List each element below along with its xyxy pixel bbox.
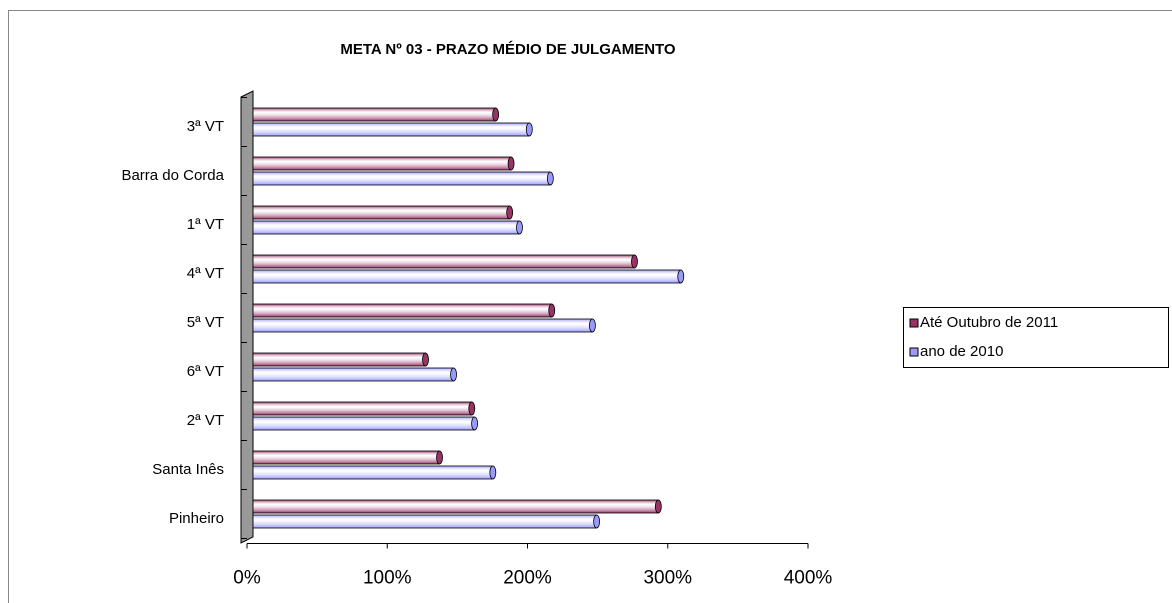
bar-body (252, 450, 440, 465)
bar-cap (546, 171, 554, 186)
y-tick-label: 4ª VT (187, 265, 224, 282)
y-tick-label: 2ª VT (187, 412, 224, 429)
x-tick-label: 0% (233, 568, 261, 589)
bar-cap (489, 465, 497, 480)
bar-cap (525, 122, 533, 137)
bar (252, 416, 478, 431)
bar-body (252, 514, 598, 529)
side-wall (240, 90, 254, 544)
bar-body (252, 107, 497, 122)
bar-cap (507, 156, 515, 171)
bar (252, 171, 554, 186)
bar-body (252, 269, 682, 284)
bar-body (252, 367, 454, 382)
chart-border (8, 10, 1172, 603)
bar (252, 156, 515, 171)
bar-cap (471, 416, 478, 431)
y-tick-label: Pinheiro (169, 510, 224, 527)
legend (903, 307, 1169, 368)
bar-body (252, 156, 512, 171)
y-tick-label: 1ª VT (187, 216, 224, 233)
bar-cap (492, 107, 500, 122)
bar-cap (677, 269, 685, 284)
bar (252, 450, 443, 465)
legend-label: ano de 2010 (920, 343, 1003, 360)
legend-swatch (909, 318, 919, 328)
bar-cap (422, 352, 429, 367)
x-tick-label: 100% (363, 568, 412, 589)
y-tick-label: Barra do Corda (121, 167, 224, 184)
bar-body (252, 303, 553, 318)
bar-cap (631, 254, 638, 269)
bar-body (252, 205, 511, 220)
bar-cap (548, 303, 556, 318)
legend-swatch (909, 347, 919, 357)
bar-body (252, 254, 635, 269)
legend-label: Até Outubro de 2011 (920, 314, 1058, 331)
bar-body (252, 220, 520, 235)
chart-title: META Nº 03 - PRAZO MÉDIO DE JULGAMENTO (340, 41, 676, 58)
bar (252, 318, 596, 333)
bar (252, 107, 500, 122)
bar (252, 254, 638, 269)
bar-cap (436, 450, 443, 465)
bar (252, 465, 497, 480)
bar (252, 303, 556, 318)
bar (252, 205, 514, 220)
y-tick-label: 5ª VT (187, 314, 224, 331)
y-tick-label: 3ª VT (187, 118, 224, 135)
x-tick-label: 300% (643, 568, 692, 589)
bar-body (252, 499, 659, 514)
bar-cap (468, 401, 476, 416)
bar-cap (654, 499, 662, 514)
bar-body (252, 416, 475, 431)
bar-cap (506, 205, 514, 220)
bar (252, 514, 601, 529)
y-tick-label: 6ª VT (187, 363, 224, 380)
bar-body (252, 318, 593, 333)
bar (252, 352, 429, 367)
bar-body (252, 122, 530, 137)
y-tick-label: Santa Inês (152, 461, 224, 478)
bar (252, 269, 685, 284)
x-tick-label: 400% (784, 568, 833, 589)
bar-cap (593, 514, 601, 529)
bar-body (252, 171, 551, 186)
bar-cap (589, 318, 596, 333)
bar (252, 122, 533, 137)
x-tick-label: 200% (503, 568, 552, 589)
bar-body (252, 352, 426, 367)
bar (252, 499, 662, 514)
bar-cap (450, 367, 457, 382)
bar-body (252, 401, 473, 416)
bar-body (252, 465, 494, 480)
bar (252, 220, 523, 235)
bar (252, 401, 476, 416)
bar-cap (516, 220, 523, 235)
bar (252, 367, 457, 382)
